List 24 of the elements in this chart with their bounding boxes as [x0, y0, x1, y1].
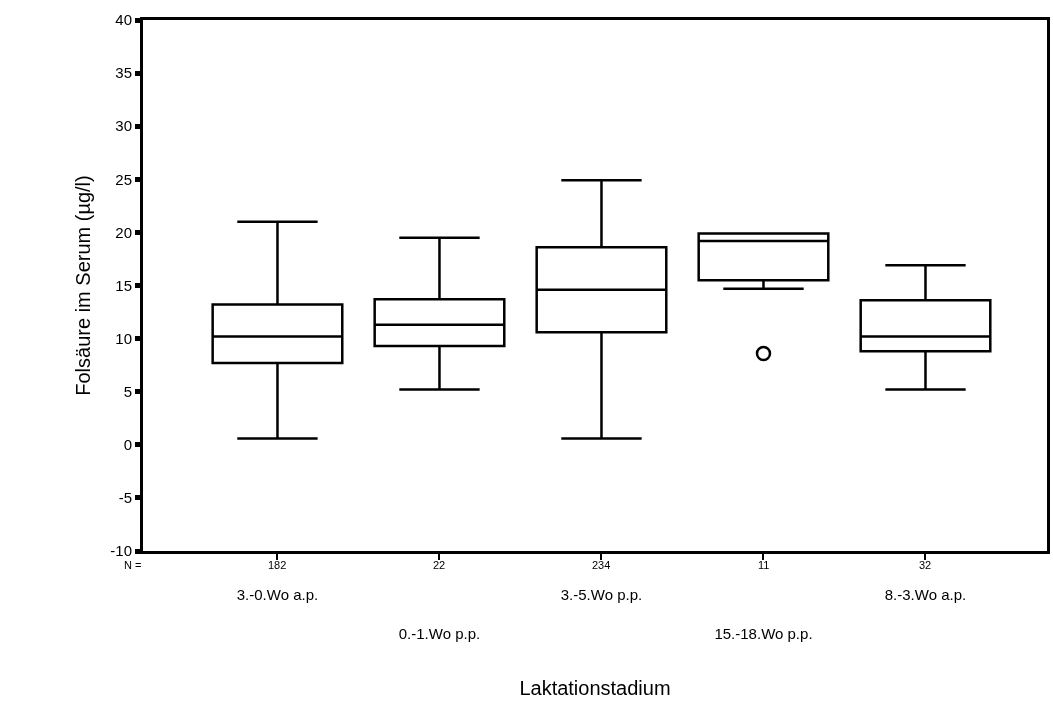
y-tick-label: 40: [115, 11, 132, 29]
text: 11: [758, 559, 770, 571]
text: 22: [433, 559, 446, 571]
y-axis-title: Folsäure im Serum (µg/l): [71, 175, 94, 396]
y-tick-label: 25: [115, 170, 132, 188]
text: 234: [592, 559, 611, 571]
x-tick-label: 15.-18.Wo p.p.: [714, 625, 813, 642]
text: 182: [268, 559, 287, 571]
text: 32: [919, 559, 932, 571]
y-tick-label: 0: [123, 436, 132, 454]
x-tick-label: 3.-5.Wo p.p.: [560, 586, 643, 603]
x-tick-label: 8.-3.Wo a.p.: [884, 586, 967, 603]
y-tick-label: 10: [115, 329, 132, 347]
x-axis-title: Laktationstadium: [519, 676, 671, 699]
x-tick-label: 3.-0.Wo a.p.: [236, 586, 319, 603]
y-tick-label: 15: [115, 276, 132, 294]
x-tick-label: 0.-1.Wo p.p.: [398, 625, 481, 642]
y-tick-label: 20: [115, 223, 132, 241]
y-tick-label: 35: [115, 64, 132, 82]
y-tick-label: -5: [118, 489, 132, 507]
y-tick-label: 30: [115, 117, 132, 135]
y-tick-label: 5: [123, 382, 132, 400]
text: N =: [124, 559, 142, 571]
y-tick-label: -10: [110, 542, 132, 560]
